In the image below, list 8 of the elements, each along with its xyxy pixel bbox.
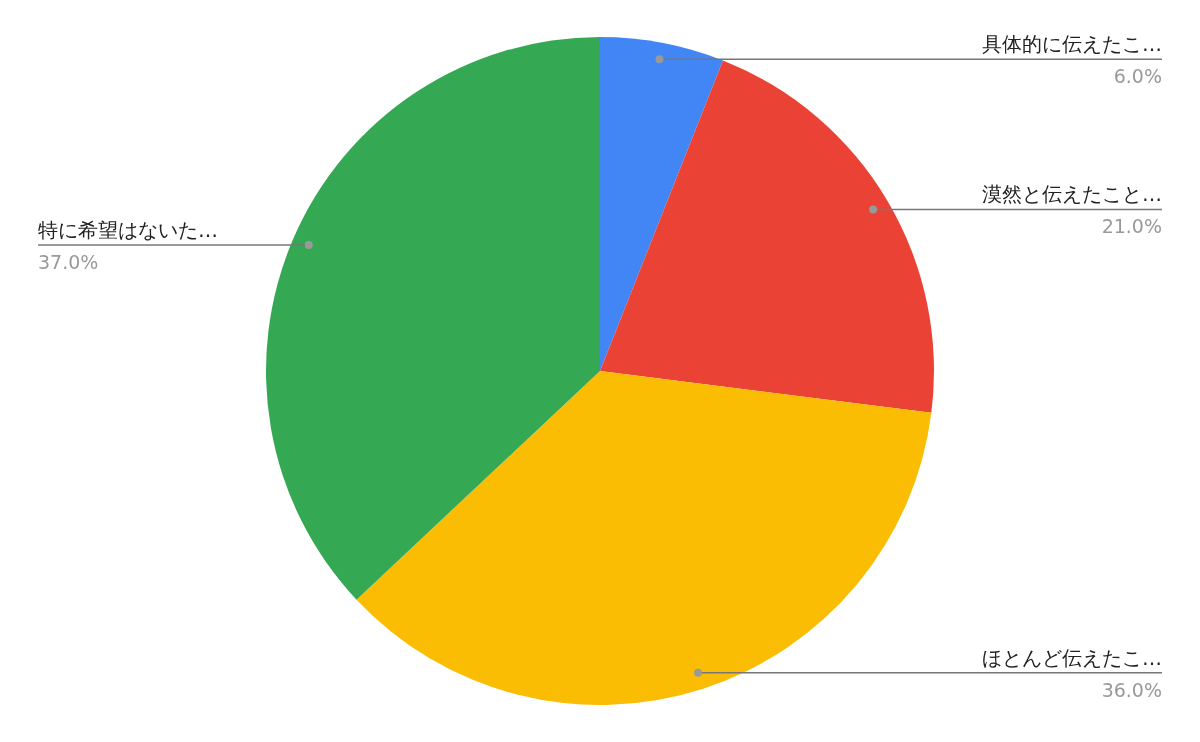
- slice-label: ほとんど伝えたこ…: [982, 645, 1162, 670]
- data-label: 36.0%: [1101, 678, 1162, 701]
- slice-label: 具体的に伝えたこ…: [982, 32, 1162, 57]
- data-label: 37.0%: [38, 250, 99, 273]
- data-label: 21.0%: [1101, 215, 1162, 238]
- data-label: 6.0%: [1113, 65, 1162, 88]
- slice-label: 漠然と伝えたこと…: [982, 182, 1162, 207]
- slice-label: 特に希望はないた…: [38, 217, 218, 242]
